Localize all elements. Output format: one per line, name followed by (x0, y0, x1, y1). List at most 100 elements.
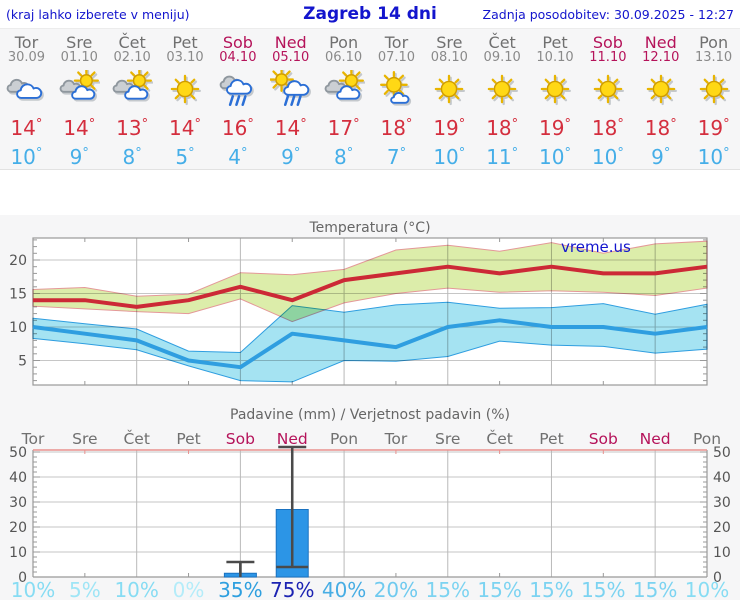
temp-y-tick: 5 (18, 354, 27, 370)
day-name: Tor (14, 33, 39, 52)
sunny-icon (476, 70, 529, 110)
precip-day-label: Ned (640, 430, 671, 448)
max-temp: 14° (63, 116, 96, 140)
precip-y-tick-right: 10 (713, 545, 731, 561)
min-temp (32, 318, 708, 370)
forecast-day: Sob 04.10 16° 4° (211, 29, 264, 169)
forecast-day: Tor 07.10 18° 7° (370, 29, 423, 169)
partly-cloudy-icon (53, 70, 106, 110)
precip-day-label: Sob (589, 430, 618, 448)
day-date: 11.10 (589, 50, 627, 65)
forecast-strip: Tor 30.09 14° 10° Sre 01.10 14° 9° Čet 02.10 13° 8°… (0, 28, 740, 170)
min-temp: 8° (333, 145, 354, 169)
temp-y-tick: 10 (9, 320, 27, 336)
min-temp: 4° (228, 145, 248, 169)
day-date: 12.10 (642, 50, 680, 65)
day-date: 09.10 (483, 50, 521, 65)
max-temp: 19° (433, 116, 466, 140)
precip-day-label: Tor (21, 430, 45, 448)
precip-probability: 0% (173, 578, 205, 600)
precip-day-label: Čet (123, 429, 149, 448)
min-temp: 11° (486, 145, 519, 169)
min-temp: 10° (697, 145, 730, 169)
forecast-day: Pon 13.10 19° 10° (687, 29, 740, 169)
forecast-day: Čet 02.10 13° 8° (106, 29, 159, 169)
precip-day-label: Sob (226, 430, 255, 448)
day-name: Pon (329, 33, 359, 52)
min-temp: 9° (281, 145, 301, 169)
max-temp: 19° (697, 116, 730, 140)
max-temp: 14° (10, 116, 43, 140)
day-date: 30.09 (7, 50, 46, 65)
forecast-day: Sre 08.10 19° 10° (423, 29, 476, 169)
precip-y-tick-left: 50 (9, 445, 27, 461)
day-date: 13.10 (694, 50, 733, 65)
precip-day-label: Tor (384, 430, 408, 448)
min-temp: 10° (539, 145, 571, 169)
day-date: 06.10 (324, 50, 363, 65)
day-date: 07.10 (377, 50, 416, 65)
precip-probability: 5% (69, 578, 101, 600)
forecast-day: Sre 01.10 14° 9° (53, 29, 106, 169)
mostly-sunny-icon (370, 70, 423, 110)
max-temp: 13° (116, 116, 149, 140)
max-temp: 18° (486, 116, 519, 140)
max-temp: 18° (380, 116, 413, 140)
forecast-day: Sob 11.10 18° 10° (581, 29, 634, 169)
precip-y-tick-right: 20 (713, 520, 731, 536)
forecast-day: Tor 30.09 14° 10° (0, 29, 53, 169)
precip-probability: 15% (529, 578, 573, 600)
precip-y-tick-left: 30 (9, 495, 27, 511)
day-date: 10.10 (536, 50, 574, 65)
temp-chart-title: Temperatura (°C) (308, 220, 430, 236)
day-name: Ned (644, 33, 677, 52)
precip-y-tick-left: 20 (9, 520, 27, 536)
min-temp: 10° (591, 145, 624, 169)
precip-y-tick-right: 40 (713, 470, 731, 486)
precip-probability: 10% (685, 578, 729, 600)
sun-shower-icon (264, 70, 317, 110)
max-temp: 18° (644, 116, 677, 140)
max-temp: 18° (591, 116, 624, 140)
precip-y-tick-left: 0 (18, 570, 27, 586)
sunny-icon (423, 70, 476, 110)
min-temp: 8° (122, 145, 142, 169)
forecast-day: Pon 06.10 17° 8° (317, 29, 370, 169)
precip-y-tick-left: 40 (9, 470, 27, 486)
min-temp: 10° (10, 145, 43, 169)
max-temp: 19° (539, 116, 571, 140)
precip-chart-title: Padavine (mm) / Verjetnost padavin (%) (230, 407, 510, 423)
cloudy-icon (0, 70, 53, 110)
precip-probability: 15% (477, 578, 521, 600)
location-hint: (kraj lahko izberete v meniju) (6, 6, 190, 22)
forecast-day: Čet 09.10 18° 11° (476, 29, 529, 169)
day-name: Sob (222, 33, 253, 52)
day-date: 05.10 (272, 50, 310, 65)
day-name: Pet (542, 33, 568, 52)
day-name: Pet (172, 33, 198, 52)
header: (kraj lahko izberete v meniju) Zagreb 14… (0, 0, 740, 28)
day-name: Sre (436, 33, 463, 52)
min-temp: 5° (175, 145, 195, 169)
watermark-link[interactable]: vreme.us (561, 238, 631, 256)
precip-probability: 40% (322, 578, 366, 600)
precip-y-tick-right: 50 (713, 445, 731, 461)
precip-y-tick-right: 0 (713, 570, 722, 586)
page-title: Zagreb 14 dni (303, 4, 437, 24)
precip-probability: 10% (11, 578, 55, 600)
forecast-day: Pet 10.10 19° 10° (529, 29, 582, 169)
max-temp-range (32, 240, 708, 323)
min-temp: 9° (651, 145, 671, 169)
partly-cloudy-icon (106, 70, 159, 110)
precip-day-label: Čet (486, 429, 512, 448)
max-temp: 14° (169, 116, 201, 140)
precip-probability: 15% (426, 578, 470, 600)
temperature-chart: Temperatura (°C) 5 10 15 20 vreme.us (9, 220, 708, 386)
charts-section: Temperatura (°C) 5 10 15 20 vreme.us Padavine… (0, 215, 740, 600)
temp-y-tick: 15 (9, 287, 27, 303)
min-temp: 9° (69, 145, 89, 169)
day-name: Čet (118, 33, 146, 52)
partly-cloudy-icon (317, 70, 370, 110)
precip-day-label: Pet (539, 430, 563, 448)
day-date: 03.10 (166, 50, 204, 65)
